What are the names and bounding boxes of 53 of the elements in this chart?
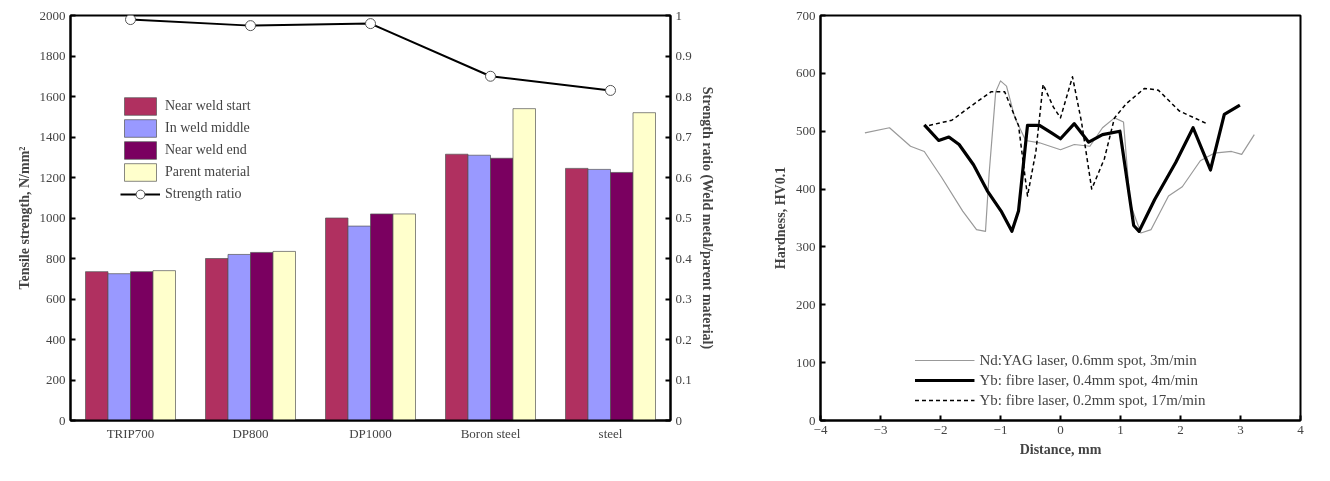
y-tick-label: 400 — [796, 181, 816, 197]
y-axis-title: Hardness, HV0.1 — [773, 166, 788, 270]
y2-tick-label: 0.5 — [675, 210, 692, 225]
legend-label: In weld middle — [165, 119, 250, 137]
y-tick-label: 700 — [796, 7, 816, 23]
y2-tick-label: 0.4 — [675, 250, 693, 266]
y-tick-label: 300 — [796, 238, 816, 254]
x-tick-label: 3 — [1237, 421, 1244, 437]
y2-tick-label: 0.6 — [675, 169, 693, 185]
y-tick-label: 100 — [796, 354, 816, 370]
x-axis-title: Distance, mm — [1019, 441, 1102, 457]
legend-label: Near weld end — [165, 141, 247, 159]
y2-axis-title: Strength ratio (Weld metal/parent material) — [698, 86, 715, 350]
legend-label: Near weld start — [165, 97, 251, 115]
x-tick-label: −1 — [993, 421, 1008, 437]
y2-tick-label: 0.3 — [675, 291, 692, 306]
y-tick-label: 800 — [46, 250, 66, 266]
y-tick-label: 1400 — [39, 129, 66, 144]
x-tick-label: DP1000 — [349, 425, 392, 441]
y-tick-label: 1000 — [39, 210, 66, 225]
x-tick-label: 1 — [1117, 421, 1124, 437]
x-tick-label: steel — [598, 425, 623, 441]
y-tick-label: 600 — [46, 291, 66, 306]
x-tick-label: −2 — [933, 421, 948, 437]
y-tick-label: 1800 — [39, 48, 66, 63]
legend-label: Strength ratio — [165, 185, 242, 203]
line-series — [864, 80, 1255, 234]
x-tick-label: DP800 — [232, 425, 269, 441]
y-tick-label: 600 — [796, 65, 816, 81]
x-tick-label: Boron steel — [460, 425, 521, 441]
x-tick-label: 0 — [1057, 421, 1064, 437]
y2-tick-label: 0.9 — [675, 48, 692, 63]
y2-tick-label: 0.1 — [675, 372, 692, 387]
y-tick-label: 200 — [796, 296, 816, 312]
y2-tick-label: 0.7 — [675, 129, 693, 144]
legend-label: Yb: fibre laser, 0.4mm spot, 4m/min — [979, 371, 1199, 389]
y-tick-label: 200 — [46, 372, 66, 387]
y-tick-label: 1600 — [39, 88, 66, 104]
y-tick-label: 2000 — [39, 7, 66, 23]
y-tick-label: 400 — [46, 331, 66, 347]
legend-label: Parent material — [165, 163, 251, 181]
y-axis-title: Tensile strength, N/mm² — [16, 146, 32, 290]
legend-label: Nd:YAG laser, 0.6mm spot, 3m/min — [979, 351, 1197, 369]
x-tick-label: 2 — [1177, 421, 1184, 437]
y2-tick-label: 0.8 — [675, 88, 692, 104]
y-tick-label: 500 — [796, 123, 816, 139]
y2-tick-label: 0.2 — [675, 331, 692, 347]
x-tick-label: 4 — [1297, 421, 1305, 437]
y-tick-label: 1200 — [39, 169, 66, 185]
x-tick-label: TRIP700 — [106, 425, 155, 441]
x-tick-label: −3 — [873, 421, 888, 437]
y2-tick-label: 1 — [675, 7, 682, 23]
legend-label: Yb: fibre laser, 0.2mm spot, 17m/min — [979, 391, 1206, 409]
